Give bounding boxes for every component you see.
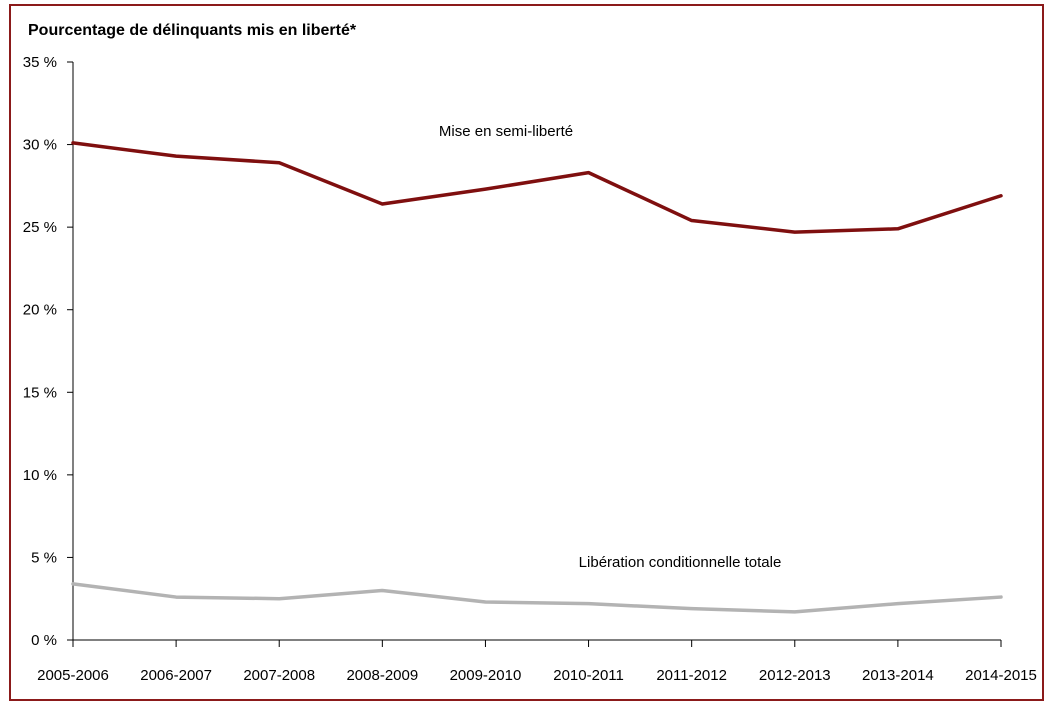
- y-tick-label: 20 %: [23, 302, 57, 319]
- chart-frame: [9, 4, 1044, 701]
- y-tick-label: 30 %: [23, 137, 57, 154]
- x-tick-label: 2010-2011: [553, 667, 624, 684]
- x-tick-label: 2012-2013: [759, 667, 831, 684]
- series-line-1: [71, 141, 1003, 234]
- series-line-2: [71, 582, 1003, 614]
- x-tick-label: 2008-2009: [346, 667, 418, 684]
- y-tick-label: 5 %: [31, 549, 57, 566]
- series-label-semi-liberte: Mise en semi-liberté: [439, 123, 573, 140]
- x-tick-label: 2013-2014: [862, 667, 934, 684]
- series-layer: [71, 141, 1003, 614]
- x-tick-label: 2011-2012: [656, 667, 727, 684]
- series-labels: Mise en semi-liberté Libération condition…: [439, 123, 781, 571]
- x-tick-label: 2014-2015: [965, 667, 1037, 684]
- axes: 0 % 5 % 10 % 15 % 20 % 25 % 30 % 35 % 2005-2006 2…: [23, 54, 1037, 684]
- y-tick-label: 35 %: [23, 54, 57, 71]
- x-tick-label: 2006-2007: [140, 667, 212, 684]
- y-tick-label: 15 %: [23, 384, 57, 401]
- y-tick-label: 25 %: [23, 219, 57, 236]
- y-tick-label: 10 %: [23, 467, 57, 484]
- y-tick-label: 0 %: [31, 632, 57, 649]
- x-tick-label: 2007-2008: [243, 667, 315, 684]
- y-axis-title: Pourcentage de délinquants mis en libert…: [28, 22, 357, 39]
- x-tick-label: 2009-2010: [450, 667, 522, 684]
- x-tick-label: 2005-2006: [37, 667, 109, 684]
- series-label-liberation-totale: Libération conditionnelle totale: [579, 554, 782, 571]
